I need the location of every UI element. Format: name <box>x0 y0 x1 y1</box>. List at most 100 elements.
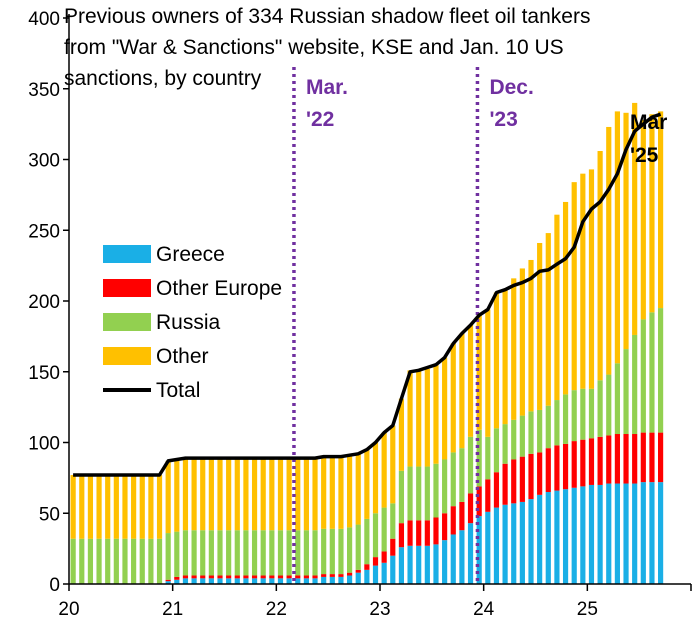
bar-russia-52 <box>519 415 525 457</box>
bar-greece-31 <box>338 576 344 584</box>
bar-greece-55 <box>545 492 551 584</box>
bar-other-europe-38 <box>398 523 405 548</box>
legend-swatch-other <box>103 347 151 365</box>
bar-other-europe-33 <box>355 569 361 573</box>
bar-other-10 <box>156 475 163 539</box>
bar-other-europe-51 <box>511 459 517 504</box>
bar-other-31 <box>338 456 344 529</box>
bar-other-europe-46 <box>467 493 474 524</box>
bar-greece-60 <box>588 484 595 584</box>
bar-greece-27 <box>303 578 309 584</box>
bar-greece-23 <box>269 578 275 584</box>
bar-other-europe-26 <box>295 575 301 579</box>
x-tick-label-3: 23 <box>369 599 390 620</box>
bar-russia-15 <box>200 530 206 576</box>
bar-other-europe-21 <box>251 575 258 579</box>
bar-other-27 <box>303 458 309 531</box>
bar-greece-49 <box>493 507 500 584</box>
bar-other-54 <box>537 242 543 410</box>
bar-russia-59 <box>580 388 586 440</box>
bar-russia-6 <box>122 538 128 584</box>
bar-russia-45 <box>459 448 465 502</box>
bar-other-europe-65 <box>632 434 638 484</box>
bar-other-europe-18 <box>226 575 232 579</box>
bar-greece-38 <box>398 547 405 584</box>
bar-other-europe-34 <box>364 564 370 570</box>
bar-russia-8 <box>139 538 145 584</box>
y-tick-label-2: 100 <box>28 434 60 455</box>
bar-russia-60 <box>588 388 595 439</box>
bar-other-europe-56 <box>554 445 560 491</box>
bar-other-5 <box>113 475 119 539</box>
bar-greece-67 <box>649 482 655 584</box>
bar-other-28 <box>312 458 318 531</box>
bar-russia-67 <box>649 312 655 433</box>
bar-greece-50 <box>502 504 508 584</box>
bar-russia-29 <box>321 528 327 575</box>
bar-russia-64 <box>623 349 629 435</box>
bar-russia-13 <box>182 530 189 576</box>
bar-other-59 <box>580 173 586 389</box>
bar-other-europe-11 <box>165 579 171 582</box>
bar-other-europe-48 <box>485 479 491 512</box>
bar-other-europe-49 <box>493 472 500 508</box>
bar-russia-16 <box>208 530 214 576</box>
bar-russia-14 <box>191 530 197 576</box>
bar-russia-33 <box>355 524 361 570</box>
bar-greece-20 <box>243 578 249 584</box>
bar-russia-51 <box>511 419 517 460</box>
bar-other-europe-42 <box>433 517 439 545</box>
bar-other-9 <box>148 475 154 539</box>
bar-other-44 <box>450 343 456 453</box>
legend-label-other-europe: Other Europe <box>156 277 282 300</box>
bar-other-55 <box>545 233 551 406</box>
bar-russia-24 <box>277 530 284 576</box>
bar-other-52 <box>519 268 525 416</box>
bar-other-europe-61 <box>597 436 603 485</box>
bar-greece-62 <box>606 483 612 584</box>
bar-greece-12 <box>174 579 180 584</box>
bar-russia-17 <box>217 530 223 576</box>
bar-russia-35 <box>372 513 379 558</box>
bar-other-63 <box>614 111 620 364</box>
bar-other-65 <box>632 102 638 335</box>
bar-greece-57 <box>562 489 569 584</box>
bar-other-38 <box>398 398 405 471</box>
bar-other-4 <box>105 475 111 539</box>
bar-other-41 <box>424 368 430 467</box>
bar-other-14 <box>191 458 197 531</box>
bar-russia-3 <box>96 538 102 584</box>
bar-other-64 <box>623 112 629 350</box>
bar-greece-42 <box>433 544 439 584</box>
bar-russia-26 <box>295 530 301 576</box>
bar-greece-64 <box>623 483 629 584</box>
bar-russia-41 <box>424 466 430 521</box>
bar-russia-46 <box>467 436 474 494</box>
bar-other-50 <box>502 289 508 425</box>
bar-russia-62 <box>606 374 612 436</box>
bar-russia-49 <box>493 428 500 473</box>
bar-other-europe-59 <box>580 439 586 487</box>
bar-other-43 <box>442 357 448 460</box>
bar-other-66 <box>640 119 646 320</box>
bar-other-56 <box>554 214 560 401</box>
bar-greece-35 <box>372 565 379 584</box>
bar-greece-51 <box>511 503 517 584</box>
bar-russia-12 <box>174 531 180 577</box>
bar-greece-61 <box>597 484 603 584</box>
bar-greece-54 <box>537 494 543 584</box>
bar-other-europe-25 <box>286 575 292 579</box>
bar-russia-5 <box>113 538 119 584</box>
bar-russia-31 <box>338 528 344 575</box>
bar-other-23 <box>269 458 275 531</box>
bar-other-22 <box>260 458 266 531</box>
bar-greece-19 <box>234 578 240 584</box>
bar-other-europe-41 <box>424 520 430 546</box>
bar-russia-55 <box>545 405 551 449</box>
bar-russia-65 <box>632 334 638 435</box>
bar-greece-14 <box>191 578 197 584</box>
x-tick-label-0: 20 <box>58 599 79 620</box>
bar-other-42 <box>433 364 439 464</box>
bar-russia-19 <box>234 530 240 576</box>
